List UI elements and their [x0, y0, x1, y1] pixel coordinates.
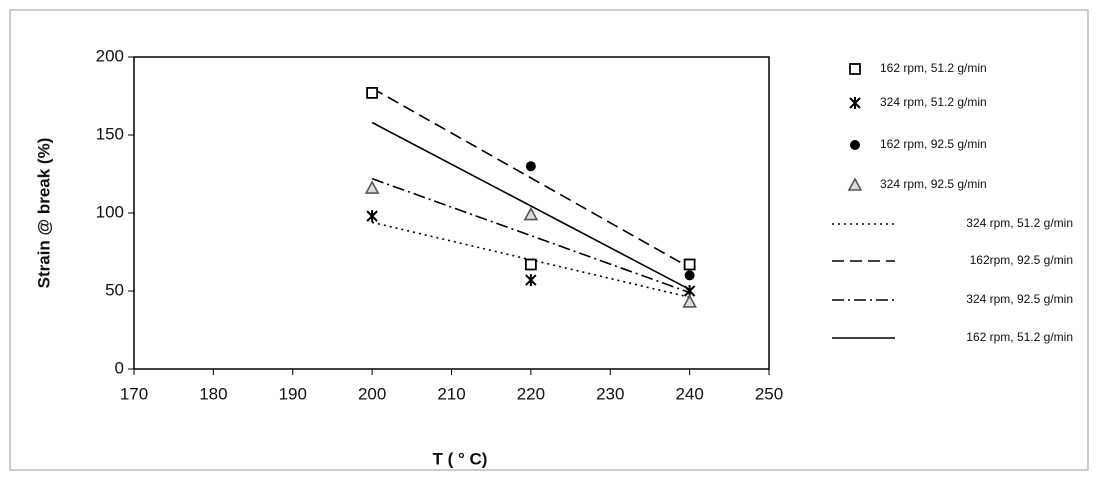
marker-square: [524, 258, 537, 271]
marker-square: [366, 86, 379, 99]
marker-triangle: [364, 180, 380, 194]
marker-triangle: [682, 294, 697, 308]
marker-triangle: [523, 206, 539, 221]
legend-label: 162 rpm, 92.5 g/min: [880, 137, 987, 151]
y-tick-label: 0: [115, 358, 124, 377]
x-tick-label: 230: [596, 384, 624, 403]
y-axis-title: Strain @ break (%): [34, 138, 53, 289]
legend-label: 162 rpm, 51.2 g/min: [880, 61, 987, 75]
legend-label: 162 rpm, 51.2 g/min: [966, 330, 1073, 344]
legend-label: 324 rpm, 92.5 g/min: [966, 292, 1073, 306]
legend-label: 324 rpm, 51.2 g/min: [880, 95, 987, 109]
y-tick-label: 200: [96, 46, 124, 65]
legend-marker: [849, 63, 861, 75]
chart-border: [9, 9, 1089, 471]
marker-square: [683, 258, 696, 271]
legend-label: 162rpm, 92.5 g/min: [970, 253, 1073, 267]
legend-marker: [847, 177, 863, 191]
x-tick-label: 220: [517, 384, 545, 403]
x-tick-label: 180: [199, 384, 227, 403]
x-tick-label: 250: [755, 384, 783, 403]
marker-asterisk: [366, 210, 378, 223]
legend-marker: [849, 97, 861, 109]
y-tick-label: 50: [105, 280, 124, 299]
legend-marker: [850, 140, 860, 150]
x-tick-label: 210: [437, 384, 465, 403]
y-tick-label: 150: [96, 124, 124, 143]
x-tick-label: 240: [675, 384, 703, 403]
trend-line: [371, 177, 690, 294]
trend-line: [371, 87, 691, 269]
marker-circle: [525, 161, 536, 172]
x-tick-label: 200: [358, 384, 386, 403]
y-tick-label: 100: [96, 202, 124, 221]
trend-line: [371, 121, 690, 291]
x-tick-label: 170: [120, 384, 148, 403]
legend-label: 324 rpm, 51.2 g/min: [966, 216, 1073, 230]
marker-circle: [684, 270, 695, 281]
marker-asterisk: [525, 274, 537, 287]
x-axis-title: T ( ° C): [433, 449, 488, 468]
legend-label: 324 rpm, 92.5 g/min: [880, 177, 987, 191]
x-tick-label: 190: [279, 384, 307, 403]
